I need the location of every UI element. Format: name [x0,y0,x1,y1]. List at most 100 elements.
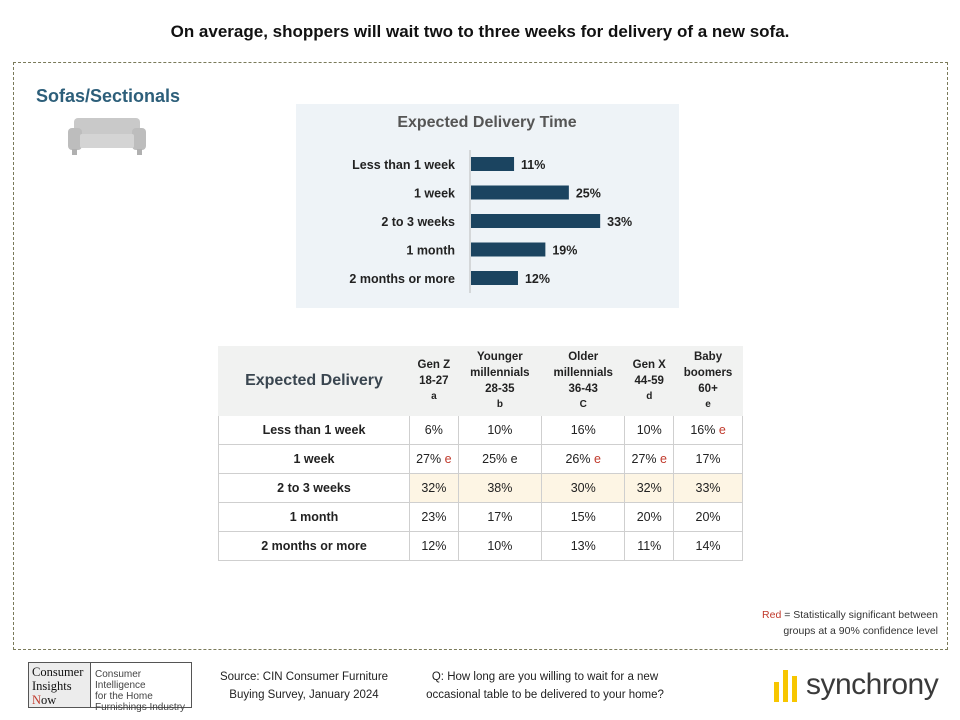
table-cell: 17% [457,502,543,532]
table-cell: 15% [541,502,626,532]
column-header-line: millennials [553,367,613,379]
table-header-row: Expected Delivery Gen Z 18-27 a Younger mill… [218,346,743,416]
cell-value: 6% [424,423,443,437]
data-label: 12% [525,272,550,286]
column-header: Younger millennials 28-35 b [457,346,543,416]
row-label: 2 to 3 weeks [218,473,410,503]
table-cell: 26% e [541,444,626,474]
column-header: Gen Z 18-27 a [409,346,459,416]
table-cell: 13% [541,531,626,561]
category-label: 2 to 3 weeks [381,215,455,229]
category-label: 1 week [414,187,455,201]
cin-logo-line: Now [32,693,87,707]
bar [471,271,518,285]
cell-value: 32% [636,481,662,495]
table-cell: 33% [673,473,743,503]
column-header-line: Older [568,351,599,363]
table-cell: 30% [541,473,626,503]
column-header-line: 60+ [698,383,718,395]
data-label: 25% [576,187,601,201]
column-header-line: 36-43 [568,383,598,395]
cin-tagline-line: Furnishings Industry [95,702,186,713]
column-header-line: 28-35 [485,383,515,395]
delivery-by-generation-table: Expected Delivery Gen Z 18-27 a Younger mill… [218,346,743,561]
table-cell: 32% [409,473,459,503]
synchrony-bars-icon [774,670,797,702]
category-label: 2 months or more [349,272,455,286]
cell-value: 10% [487,539,513,553]
slide-title: On average, shoppers will wait two to th… [170,22,790,41]
sofa-icon [68,118,146,155]
table-title: Expected Delivery [218,346,410,416]
table-row: Less than 1 week 6% 10% 16% 10% 16% e [218,415,743,445]
cell-value: 17% [695,452,721,466]
category-label: 1 month [406,244,455,258]
column-header-line: millennials [470,367,530,379]
cell-value: 25% e [482,452,518,466]
column-header-line: Younger [476,351,523,363]
table-cell: 10% [457,531,543,561]
cin-logo-wordmark: Consumer Insights Now [29,663,91,707]
data-label: 19% [552,244,577,258]
significance-note: Red = Statistically significant between … [712,607,938,639]
bar-chart-svg: Expected Delivery Time Less than 1 week 1… [349,114,632,293]
significance-marker: e [441,452,452,466]
chart-title: Expected Delivery Time [397,114,576,131]
cell-value: 32% [421,481,447,495]
table-row: 1 month 23% 17% 15% 20% 20% [218,502,743,532]
row-label: 2 months or more [218,531,410,561]
section-title: Sofas/Sectionals [36,86,181,106]
column-code: d [646,391,653,402]
column-header-line: 44-59 [634,375,664,387]
cell-value: 26% [565,452,591,466]
column-code: a [431,391,437,402]
cin-logo: Consumer Insights Now Consumer Intellige… [28,662,192,713]
cell-value: 27% [631,452,657,466]
bar [471,157,515,171]
cell-value: 20% [636,510,662,524]
cell-value: 10% [487,423,513,437]
table-row: 1 week 27% e 25% e 26% e 27% e 17% [218,444,743,474]
cin-logo-line: Insights [32,679,72,693]
cell-value: 14% [695,539,721,553]
cell-value: 13% [570,539,596,553]
table-row: 2 months or more 12% 10% 13% 11% 14% [218,531,743,561]
row-label: 1 month [218,502,410,532]
column-code: e [705,399,711,410]
cell-value: 10% [636,423,662,437]
survey-question: Q: How long are you willing to wait for … [420,668,670,704]
synchrony-wordmark: synchrony [806,668,939,701]
bar [471,185,569,200]
cell-value: 16% [690,423,716,437]
cell-value: 38% [487,481,513,495]
table-cell: 10% [624,415,675,445]
source-line: Source: CIN Consumer Furniture [219,671,389,683]
cell-value: 12% [421,539,447,553]
category-label: Less than 1 week [352,158,455,172]
column-code: C [579,399,587,410]
cin-tagline-line: for the Home [95,691,153,702]
bar [471,242,546,257]
table-cell: 20% [624,502,675,532]
cell-value: 23% [421,510,447,524]
column-header-line: Gen Z [417,359,451,371]
table-cell: 16% [541,415,626,445]
cin-logo-tagline: Consumer Intelligence for the Home Furni… [91,663,191,713]
table-cell: 14% [673,531,743,561]
cell-value: 20% [695,510,721,524]
table-cell: 16% e [673,415,743,445]
cell-value: 15% [570,510,596,524]
column-header: Older millennials 36-43 C [541,346,626,416]
table-cell: 27% e [624,444,675,474]
table-cell: 11% [624,531,675,561]
note-red-word: Red [762,609,782,621]
column-header-line: boomers [683,367,733,379]
data-label: 11% [521,158,545,172]
question-line: Q: How long are you willing to wait for … [431,671,659,683]
cell-value: 27% [416,452,442,466]
data-label: 33% [607,215,632,229]
row-label: 1 week [218,444,410,474]
bar [471,214,601,228]
table-cell: 27% e [409,444,459,474]
